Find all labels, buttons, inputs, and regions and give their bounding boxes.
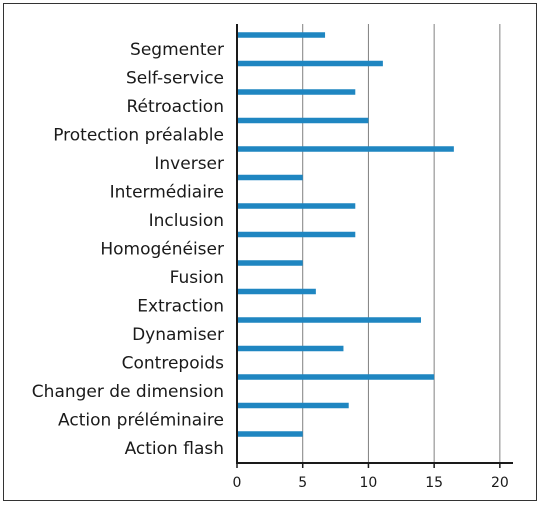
bar	[237, 288, 316, 295]
bar	[237, 345, 344, 352]
axes	[236, 24, 513, 464]
x-tick-label: 10	[360, 475, 378, 491]
category-label: Extraction	[137, 297, 224, 317]
bar	[237, 402, 349, 409]
x-ticks: 0 5 10 15 20	[233, 463, 509, 491]
category-label: Self-service	[126, 69, 224, 89]
category-label: Dynamiser	[132, 325, 224, 345]
bar	[237, 231, 356, 238]
bar	[237, 374, 435, 380]
category-label: Protection préalable	[53, 126, 224, 146]
bar	[237, 174, 303, 181]
bar	[237, 146, 454, 152]
x-tick-label: 20	[491, 475, 509, 491]
chart-frame: Segmenter Self-service Rétroaction Protecti…	[3, 3, 537, 501]
category-label: Fusion	[170, 268, 224, 288]
bars	[237, 32, 454, 437]
bar	[237, 117, 369, 124]
category-label: Inverser	[154, 154, 224, 174]
x-tick-label: 5	[298, 475, 307, 491]
bar	[237, 60, 383, 67]
grid-lines	[302, 24, 501, 463]
bar	[237, 89, 356, 95]
bar	[237, 431, 303, 437]
category-label: Inclusion	[149, 211, 224, 231]
x-tick-label: 15	[425, 475, 443, 491]
bar	[237, 317, 421, 323]
bar	[237, 203, 356, 209]
bar-chart: Segmenter Self-service Rétroaction Protecti…	[32, 24, 513, 491]
category-label: Changer de dimension	[32, 382, 224, 402]
category-label: Action flash	[125, 439, 224, 459]
category-label: Contrepoids	[122, 354, 224, 374]
bar	[237, 260, 303, 266]
category-label: Rétroaction	[126, 97, 224, 117]
x-tick-label: 0	[233, 475, 242, 491]
category-label: Segmenter	[130, 40, 224, 60]
category-label: Action préléminaire	[58, 411, 224, 431]
category-labels: Segmenter Self-service Rétroaction Protecti…	[32, 40, 224, 459]
category-label: Homogénéiser	[100, 240, 224, 260]
category-label: Intermédiaire	[110, 183, 224, 203]
bar	[237, 32, 326, 38]
